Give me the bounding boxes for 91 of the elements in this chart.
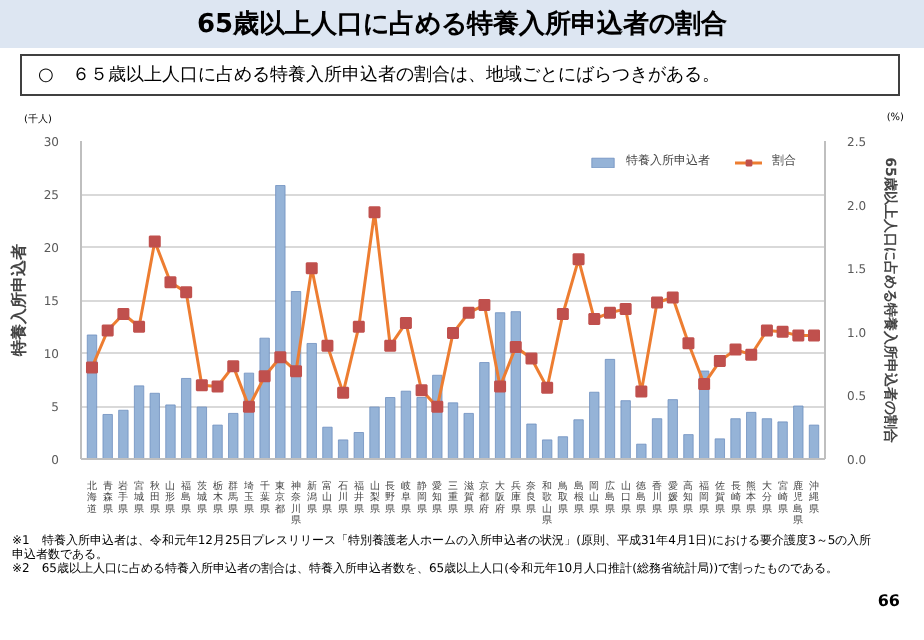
bar	[322, 427, 333, 460]
bar	[196, 406, 207, 460]
bar	[306, 343, 317, 460]
point	[227, 360, 240, 373]
point	[682, 337, 695, 350]
point	[133, 320, 146, 333]
bar	[228, 413, 239, 460]
bar	[542, 439, 553, 460]
bar	[777, 421, 788, 460]
bar	[636, 444, 647, 460]
point	[525, 352, 538, 365]
bar	[133, 385, 145, 460]
bar	[620, 400, 631, 460]
bar	[479, 362, 490, 460]
bar	[212, 424, 223, 460]
point	[431, 401, 444, 414]
bar	[447, 402, 459, 460]
point	[713, 355, 726, 368]
bar	[338, 439, 349, 460]
point	[494, 380, 507, 393]
point	[588, 313, 601, 326]
bar	[181, 378, 192, 460]
bar	[118, 410, 129, 460]
point	[729, 343, 742, 356]
point	[321, 340, 334, 353]
point	[399, 317, 412, 330]
bar	[463, 413, 474, 460]
bar	[730, 418, 741, 460]
point	[447, 327, 459, 340]
point	[541, 382, 554, 395]
point	[478, 299, 491, 312]
bar	[793, 405, 804, 460]
point	[776, 326, 789, 339]
point	[651, 296, 664, 309]
bar	[510, 311, 521, 460]
point	[337, 387, 350, 400]
point	[603, 307, 616, 319]
y-axis-title: 特養入所申込者	[9, 244, 28, 359]
point	[572, 253, 585, 266]
bar	[667, 399, 678, 460]
bar	[275, 185, 286, 460]
point	[635, 385, 648, 398]
chart-title: 65歳以上人口に占める特養入所申込者の割合	[0, 0, 924, 48]
point	[619, 303, 632, 316]
bar	[573, 419, 584, 460]
point	[462, 307, 475, 319]
point	[242, 401, 255, 414]
point	[698, 378, 711, 391]
point	[808, 329, 821, 342]
point	[792, 329, 805, 342]
bar	[604, 359, 616, 460]
point	[760, 324, 773, 337]
point	[180, 286, 193, 299]
bar	[416, 397, 427, 460]
point	[258, 370, 271, 383]
bar	[808, 424, 820, 460]
point	[384, 340, 397, 353]
point	[666, 291, 679, 304]
bar	[149, 393, 160, 460]
point	[509, 341, 522, 354]
point	[85, 361, 98, 374]
bar	[385, 397, 396, 460]
point	[745, 348, 758, 361]
point	[368, 206, 381, 219]
point	[305, 262, 318, 275]
point	[164, 276, 177, 289]
bar	[369, 406, 380, 460]
bar	[400, 391, 412, 460]
chart-subtitle: ○ ６５歳以上人口に占める特養入所申込者の割合は、地域ごとにばらつきがある。	[20, 54, 900, 96]
bar	[165, 404, 176, 460]
point	[195, 379, 208, 392]
point	[101, 324, 114, 337]
bar	[651, 418, 663, 460]
point	[556, 308, 569, 321]
bar	[714, 438, 725, 460]
point	[290, 365, 303, 378]
bar	[557, 436, 568, 460]
bar	[526, 423, 537, 460]
bar	[589, 392, 600, 460]
bar	[102, 414, 113, 460]
point	[352, 320, 365, 333]
bar	[761, 418, 773, 460]
bar	[353, 432, 364, 460]
bar	[683, 434, 694, 460]
point	[117, 308, 130, 321]
bar	[746, 412, 757, 460]
point	[415, 384, 428, 397]
text: 66	[875, 592, 900, 611]
point	[148, 235, 161, 248]
point	[274, 351, 287, 364]
point	[211, 380, 224, 393]
